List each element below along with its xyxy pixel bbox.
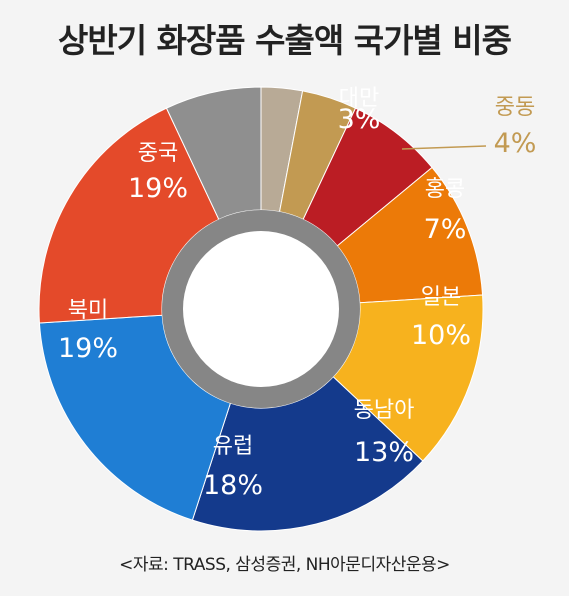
donut-hole xyxy=(183,231,339,387)
slice-동남아 xyxy=(332,294,484,462)
slice-value-label: 10% xyxy=(411,320,471,351)
slice-label: 일본 xyxy=(421,285,461,310)
slice-value-label: 7% xyxy=(424,214,467,245)
slice-label: 중동 xyxy=(495,95,535,120)
slice-other xyxy=(165,86,262,221)
slice-label: 동남아 xyxy=(354,398,415,423)
slice-label: 북미 xyxy=(68,298,108,323)
slice-value-label: 18% xyxy=(203,470,263,501)
slice-유럽 xyxy=(191,376,424,532)
source-note: <자료: TRASS, 삼성증권, NH아문디자산운용> xyxy=(119,555,450,575)
slice-value-label: 4% xyxy=(494,128,537,159)
slice-value-label: 19% xyxy=(58,333,118,364)
slice-중국 xyxy=(38,107,220,324)
chart-title: 상반기 화장품 수출액 국가별 비중 xyxy=(58,21,512,60)
slice-label: 유럽 xyxy=(213,434,253,459)
donut-slices xyxy=(38,86,484,532)
slice-value-label: 19% xyxy=(128,173,188,204)
slice-labels: 대만3% 중동 4% 홍콩 7% 일본 10% 동남아 13% 유럽 18% 북미 19% 중국 19% xyxy=(58,86,536,501)
slice-value-label: 3% xyxy=(338,104,381,135)
leader-line-middle-east xyxy=(401,145,487,150)
slice-value-label: 13% xyxy=(354,437,414,468)
slice-label: 대만 xyxy=(339,86,379,111)
slice-label: 중국 xyxy=(138,141,178,166)
slice-label: 홍콩 xyxy=(425,177,465,202)
slice-북미 xyxy=(38,314,232,521)
